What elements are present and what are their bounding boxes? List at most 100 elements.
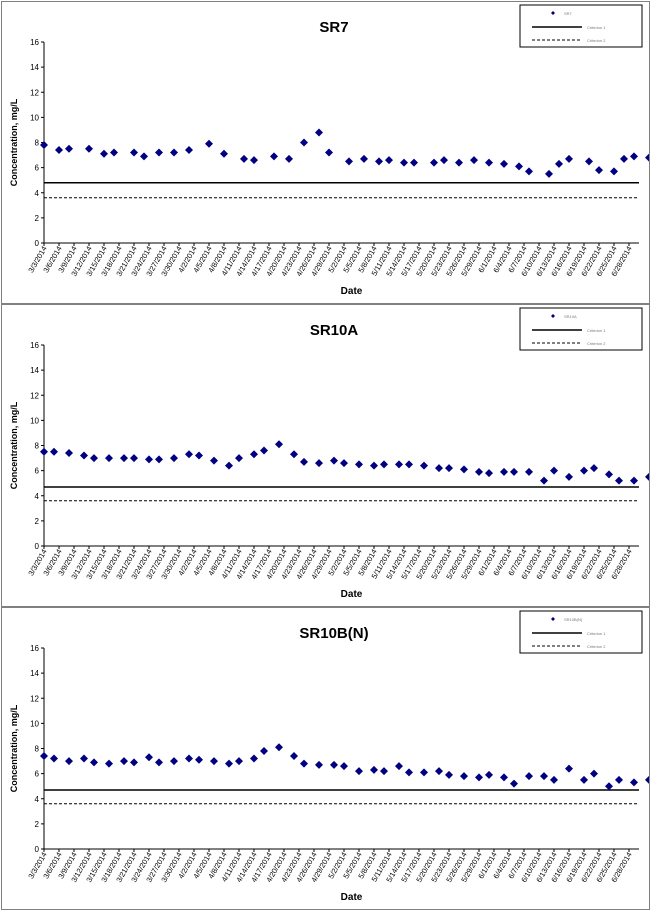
y-tick-label: 16 — [30, 341, 39, 350]
data-point — [65, 757, 73, 766]
data-point — [355, 767, 363, 776]
data-point — [630, 476, 638, 485]
data-point — [485, 770, 493, 779]
x-axis-title: Date — [341, 286, 363, 297]
data-point — [525, 467, 533, 476]
data-point — [185, 450, 193, 459]
data-point — [455, 158, 463, 167]
data-point — [515, 162, 523, 171]
y-tick-label: 14 — [30, 366, 39, 375]
chart-title: SR7 — [319, 19, 348, 36]
y-tick-label: 8 — [35, 745, 40, 754]
data-point — [485, 158, 493, 167]
chart-panel-sr10bn: SR10B(N) SR10B(N) Criterion 1 Criterion 2 0 2… — [1, 607, 652, 910]
data-point — [290, 752, 298, 761]
y-tick-label: 4 — [35, 492, 40, 501]
data-point — [65, 449, 73, 458]
y-tick-label: 14 — [30, 669, 39, 678]
y-tick-label: 12 — [30, 391, 39, 400]
data-point — [605, 470, 613, 479]
legend-label-dashed: Criterion 2 — [587, 38, 606, 43]
data-point — [360, 154, 368, 163]
data-point — [355, 460, 363, 469]
data-point — [260, 446, 268, 455]
data-point — [435, 767, 443, 776]
data-point — [55, 146, 63, 155]
data-point — [170, 454, 178, 463]
data-point — [470, 156, 478, 165]
data-point — [340, 459, 348, 468]
chart-legend: SR10B(N) Criterion 1 Criterion 2 — [519, 610, 643, 654]
y-tick-label: 2 — [35, 214, 40, 223]
y-tick-label: 12 — [30, 88, 39, 97]
data-point — [475, 467, 483, 476]
data-point — [460, 772, 468, 781]
legend-label-dashed: Criterion 2 — [587, 341, 606, 346]
data-point — [155, 758, 163, 767]
y-tick-label: 6 — [35, 770, 40, 779]
data-point — [315, 760, 323, 769]
chart-panel-sr7: SR7 SR7 Criterion 1 Criterion 2 0 2 4 6 8 10 12 14 1… — [1, 1, 652, 304]
data-point — [510, 467, 518, 476]
data-point — [605, 782, 613, 791]
data-point — [240, 154, 248, 163]
chart-svg-sr10a: SR10A SR10A Criterion 1 Criterion 2 0 2 4 6 8 10 1… — [9, 307, 652, 600]
data-point — [430, 158, 438, 167]
data-point — [290, 450, 298, 459]
data-point — [385, 156, 393, 165]
chart-title: SR10B(N) — [299, 625, 368, 642]
data-point — [395, 460, 403, 469]
y-tick-label: 8 — [35, 139, 40, 148]
data-point — [185, 754, 193, 763]
data-point — [420, 768, 428, 777]
data-point — [545, 169, 553, 178]
data-point — [170, 148, 178, 157]
data-point — [610, 167, 618, 176]
data-point — [380, 460, 388, 469]
data-point — [345, 157, 353, 166]
data-point — [645, 153, 652, 162]
y-axis-title: Concentration, mg/L — [9, 401, 19, 489]
data-point — [330, 456, 338, 465]
data-point — [130, 758, 138, 767]
data-point — [645, 472, 652, 481]
data-point — [80, 451, 88, 460]
y-tick-label: 10 — [30, 416, 39, 425]
data-point — [590, 464, 598, 473]
chart-title: SR10A — [310, 322, 359, 339]
data-point — [585, 157, 593, 166]
data-point — [100, 149, 108, 158]
data-point — [395, 762, 403, 771]
y-tick-label: 4 — [35, 795, 40, 804]
data-point — [220, 149, 228, 158]
data-point — [375, 157, 383, 166]
data-point — [460, 465, 468, 474]
legend-label-series: SR10A — [564, 314, 577, 319]
data-point — [195, 451, 203, 460]
data-point — [315, 128, 323, 137]
chart-legend: SR10A Criterion 1 Criterion 2 — [519, 307, 643, 351]
y-tick-label: 8 — [35, 442, 40, 451]
y-tick-label: 16 — [30, 644, 39, 653]
data-point — [80, 754, 88, 763]
legend-label-dashed: Criterion 2 — [587, 644, 606, 649]
y-tick-label: 16 — [30, 38, 39, 47]
legend-marker-diamond — [551, 11, 555, 15]
y-tick-label: 0 — [35, 239, 40, 248]
y-axis-title: Concentration, mg/L — [9, 704, 19, 792]
data-point — [250, 754, 258, 763]
data-point — [500, 159, 508, 168]
data-point — [120, 454, 128, 463]
chart-legend: SR7 Criterion 1 Criterion 2 — [519, 4, 643, 48]
data-point — [170, 757, 178, 766]
data-point — [140, 152, 148, 161]
data-point — [155, 148, 163, 157]
chart-panel-sr10a: SR10A SR10A Criterion 1 Criterion 2 0 2 4 6 8 10 1… — [1, 304, 652, 607]
data-point — [65, 144, 73, 153]
data-point — [205, 139, 213, 148]
y-axis-title: Concentration, mg/L — [9, 98, 19, 186]
data-point — [40, 141, 48, 150]
data-point — [130, 454, 138, 463]
data-point — [565, 764, 573, 773]
